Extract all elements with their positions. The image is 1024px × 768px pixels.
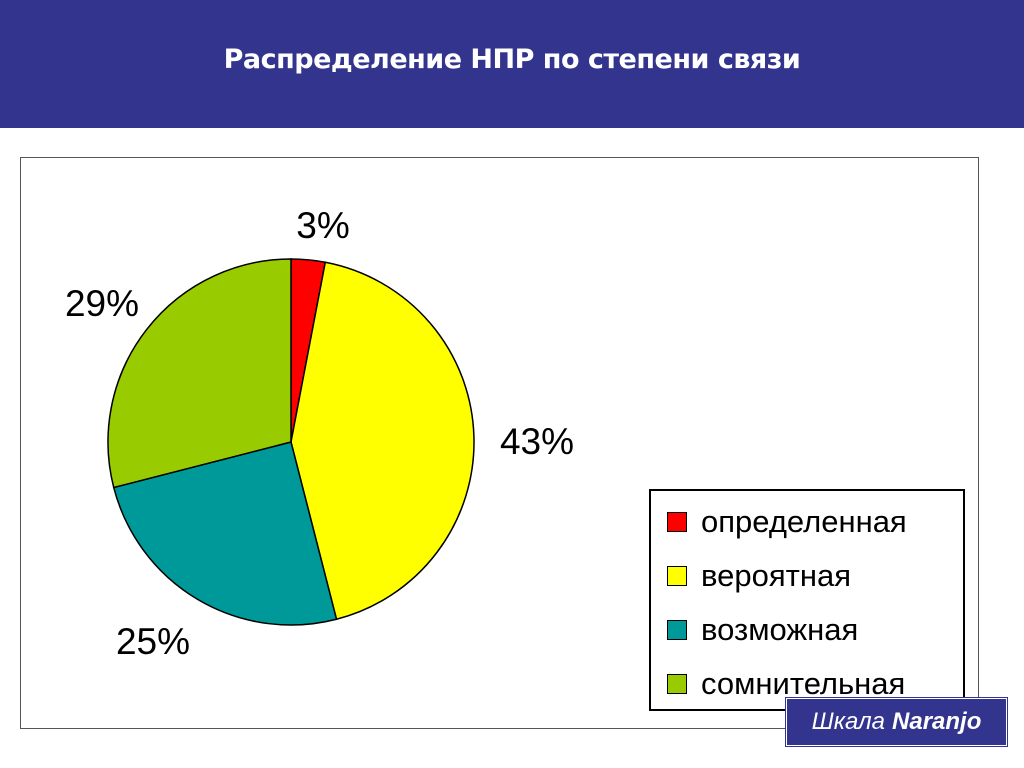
legend-item-2: вероятная [667, 556, 851, 596]
pie-labels: 3% 43% 25% 29% [65, 205, 574, 662]
legend-item-3: возможная [667, 610, 858, 650]
chart-legend: определенная вероятная возможная сомнительн… [649, 489, 965, 711]
naranjo-scale-badge: Шкала Naranjo [785, 697, 1008, 747]
pie-label-4: 29% [65, 283, 139, 324]
pie-slice-3 [112, 441, 338, 626]
legend-swatch-3 [667, 620, 687, 640]
legend-item-4: сомнительная [667, 664, 905, 704]
pie-label-1: 3% [296, 205, 349, 246]
pie-slice-2 [290, 261, 475, 621]
pie-slice-4 [107, 258, 292, 489]
legend-label-4: сомнительная [701, 666, 906, 701]
legend-label-1: определенная [701, 504, 907, 539]
pie-label-2: 43% [500, 421, 574, 462]
slide-title: Распределение НПР по степени связи [223, 44, 801, 75]
naranjo-prefix: Шкала [811, 708, 886, 735]
legend-label-2: вероятная [701, 558, 851, 593]
legend-swatch-2 [667, 566, 687, 586]
legend-swatch-4 [667, 674, 687, 694]
naranjo-name: Naranjo [892, 708, 982, 735]
legend-item-1: определенная [667, 502, 907, 542]
pie-chart: 3% 43% 25% 29% [65, 205, 574, 662]
pie-slices [107, 258, 475, 626]
pie-label-3: 25% [116, 621, 190, 662]
legend-swatch-1 [667, 512, 687, 532]
slide-header: Распределение НПР по степени связи [0, 0, 1024, 128]
chart-frame: 3% 43% 25% 29% определенная вероятная возможн… [20, 157, 979, 729]
legend-label-3: возможная [701, 612, 859, 647]
